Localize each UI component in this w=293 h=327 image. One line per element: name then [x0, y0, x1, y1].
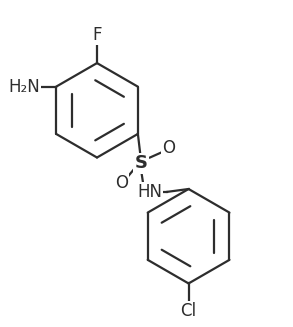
Text: O: O	[162, 139, 175, 157]
Text: F: F	[92, 26, 102, 44]
Text: S: S	[135, 154, 148, 172]
Text: H₂N: H₂N	[8, 78, 40, 96]
Text: O: O	[115, 174, 128, 192]
Text: Cl: Cl	[180, 302, 197, 320]
Text: HN: HN	[137, 183, 162, 201]
